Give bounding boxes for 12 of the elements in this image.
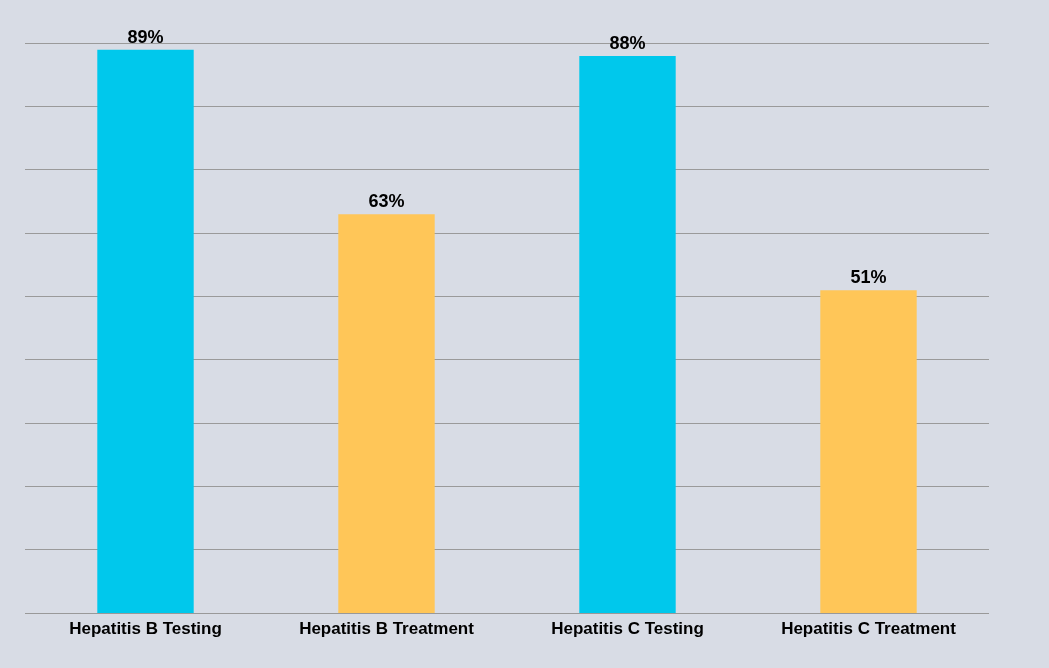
x-tick-label: Hepatitis B Testing	[69, 619, 222, 639]
data-label: 89%	[127, 26, 164, 47]
bar	[820, 290, 917, 613]
x-tick-label: Hepatitis C Treatment	[781, 619, 957, 639]
data-label: 88%	[609, 32, 646, 53]
bar	[338, 214, 435, 613]
x-tick-label: Hepatitis C Testing	[551, 619, 704, 639]
bar	[579, 55, 676, 613]
data-label: 63%	[368, 191, 405, 212]
x-tick-label: Hepatitis B Treatment	[299, 619, 475, 639]
data-label: 51%	[850, 267, 887, 288]
bar	[97, 49, 194, 613]
